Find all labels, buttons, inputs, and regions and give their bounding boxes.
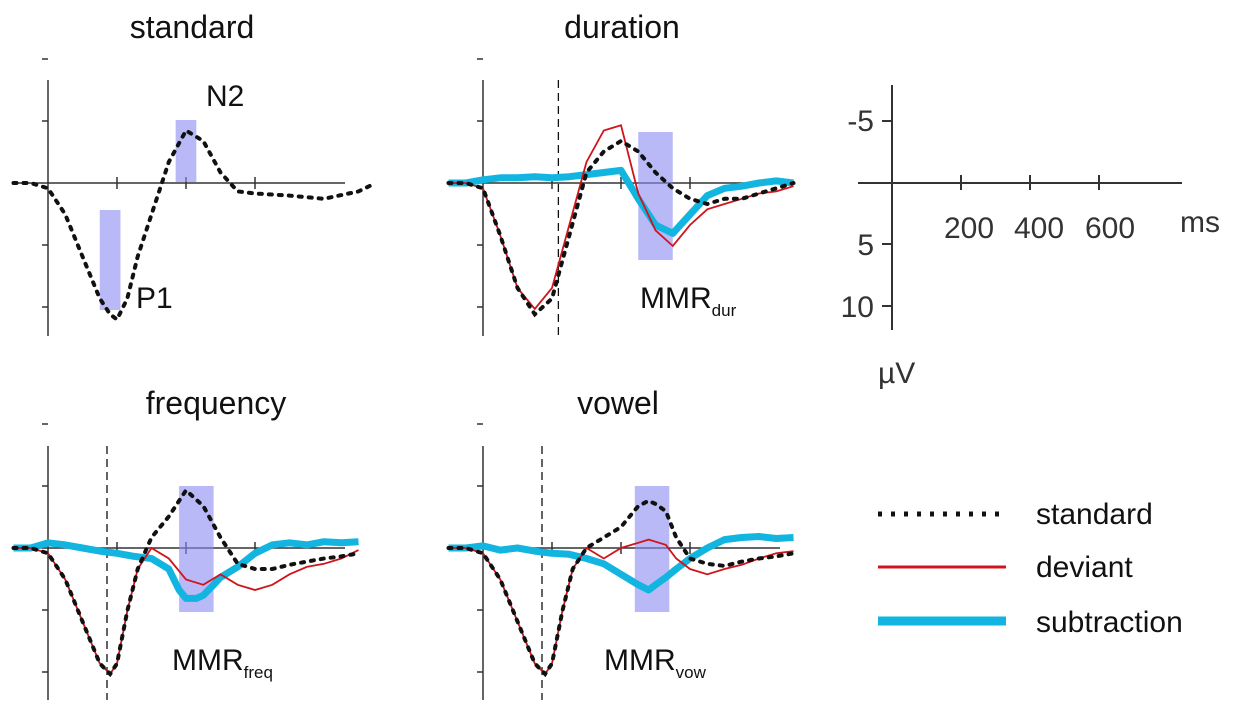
peak-label-mmrvow: MMRvow <box>604 644 707 682</box>
scale-x-unit: ms <box>1180 206 1220 239</box>
series-subtraction-vowel <box>448 533 794 594</box>
panel-title-frequency: frequency <box>146 385 287 421</box>
measurement-window <box>638 132 673 260</box>
scale-y-tick-label: 10 <box>841 291 874 324</box>
series-subtraction-duration <box>448 166 794 237</box>
legend: standard deviant subtraction <box>878 498 1183 639</box>
scale-x-tick-label: 600 <box>1085 212 1135 245</box>
peak-label-mmrdur: MMRdur <box>640 282 737 320</box>
scale-axes: -5 5 10 200 400 600 ms µV <box>841 85 1220 390</box>
scale-y-tick-label: 5 <box>857 229 874 262</box>
panel-frequency: MMRfreq <box>11 423 361 700</box>
series-deviant-duration <box>448 124 794 311</box>
scale-y-unit: µV <box>878 357 915 390</box>
legend-label-deviant: deviant <box>1036 551 1133 584</box>
panel-title-standard: standard <box>130 9 255 45</box>
legend-label-subtraction: subtraction <box>1036 606 1183 639</box>
series-standard-standard <box>11 127 378 323</box>
panel-title-duration: duration <box>564 9 680 45</box>
panel-vowel: MMRvow <box>446 423 796 700</box>
panel-title-vowel: vowel <box>577 385 659 421</box>
measurement-window <box>99 210 121 310</box>
series-standard-duration <box>446 138 796 318</box>
measurement-window <box>634 486 670 612</box>
series-standard-frequency <box>11 487 361 678</box>
erp-panels: P1 N2 MMRdur MMRfreq MMRvow <box>11 58 796 700</box>
peak-label-mmrfreq: MMRfreq <box>172 644 273 682</box>
series-deviant-frequency <box>13 546 359 676</box>
series-standard-vowel <box>446 498 796 678</box>
peak-label-n2: N2 <box>206 80 244 113</box>
peak-label-p1: P1 <box>136 282 173 315</box>
scale-x-tick-label: 400 <box>1014 212 1064 245</box>
panel-duration: MMRdur <box>446 58 796 336</box>
panel-standard: P1 N2 <box>11 58 378 336</box>
legend-label-standard: standard <box>1036 498 1153 531</box>
scale-y-tick-label: -5 <box>847 105 874 138</box>
series-subtraction-frequency <box>13 538 359 602</box>
scale-x-tick-label: 200 <box>944 212 994 245</box>
measurement-window <box>175 120 197 182</box>
